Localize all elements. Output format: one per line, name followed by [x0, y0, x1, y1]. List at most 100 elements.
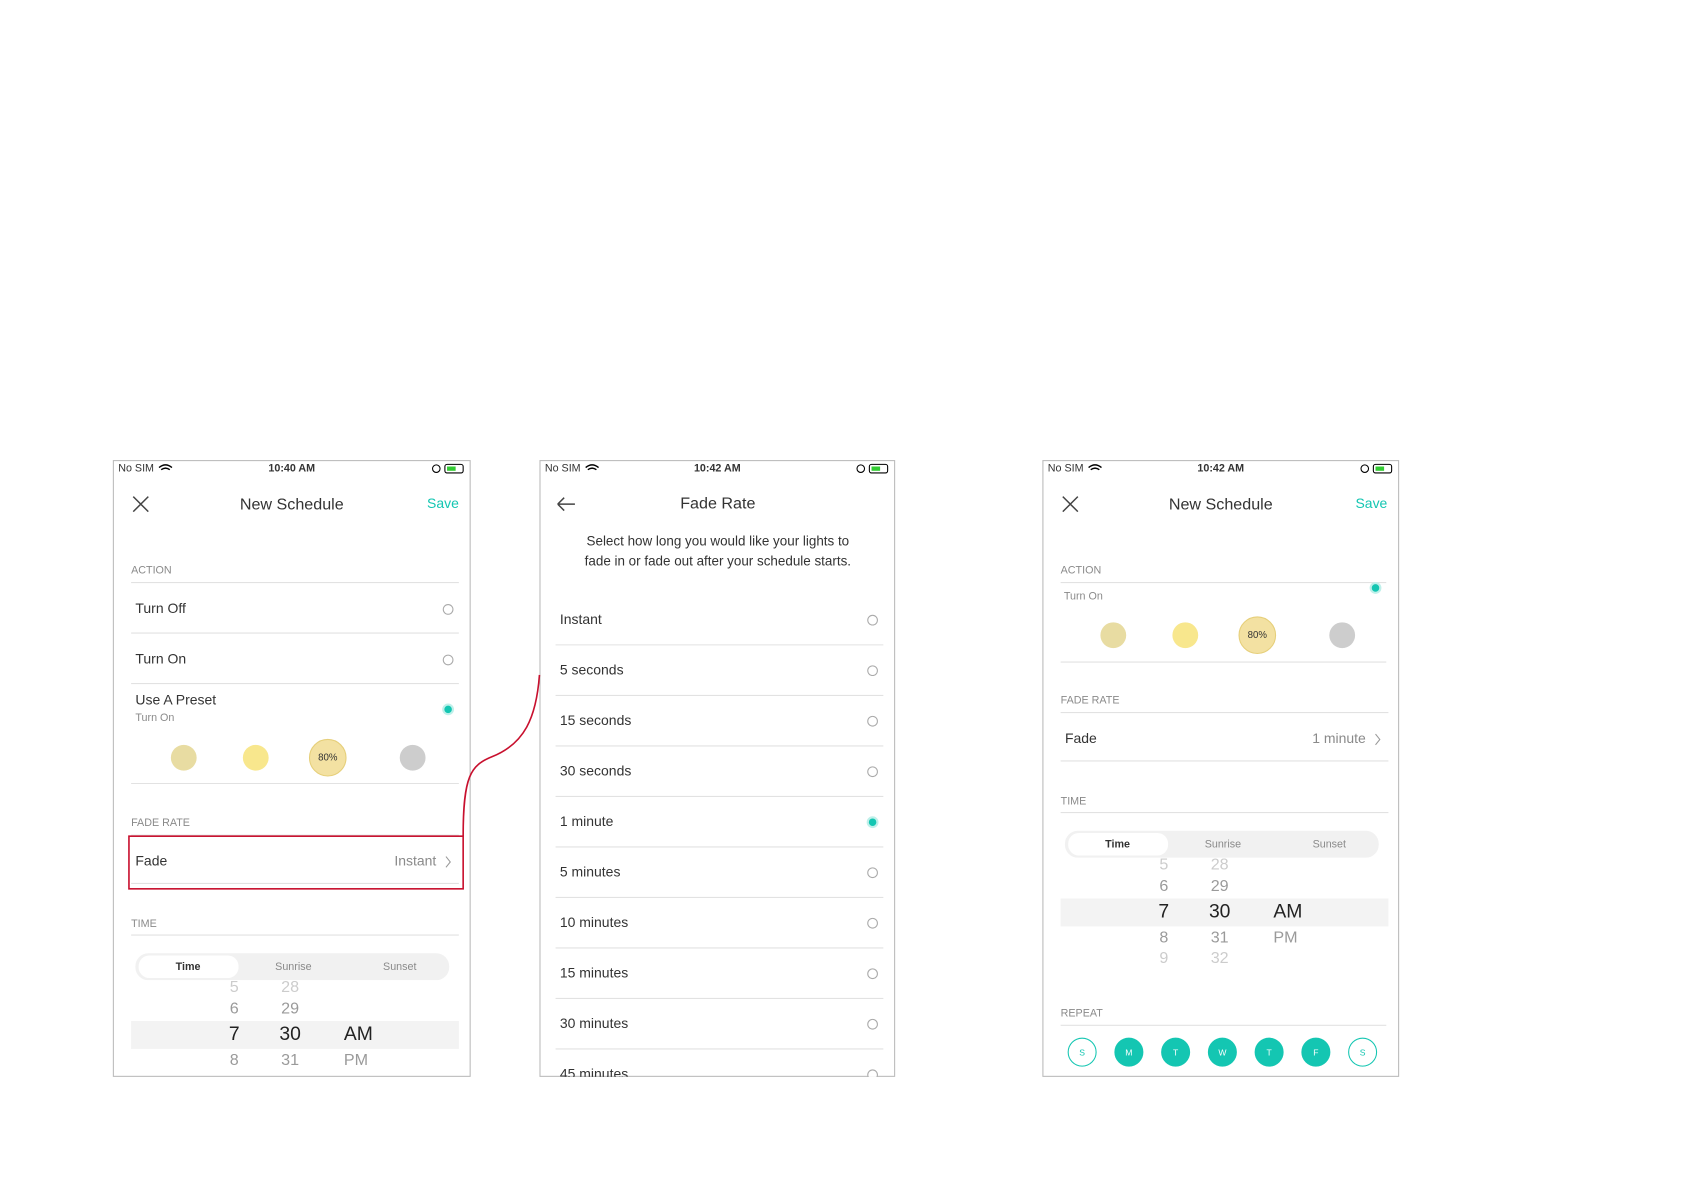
radio[interactable]: [867, 766, 878, 778]
tab[interactable]: Sunset: [383, 961, 416, 973]
radio-selected[interactable]: [866, 816, 879, 829]
picker-value: 28: [281, 978, 299, 996]
section-label: TIME: [131, 918, 157, 930]
picker-value: 6: [1159, 877, 1168, 895]
chevron: [1375, 733, 1381, 746]
option[interactable]: Turn Off: [135, 600, 186, 616]
radio[interactable]: [442, 654, 454, 666]
picker-value: 7: [1158, 901, 1169, 923]
tab[interactable]: Time: [176, 961, 201, 973]
preset[interactable]: [1238, 616, 1277, 655]
lock-icon: [431, 464, 441, 473]
picker-value: PM: [1273, 929, 1297, 947]
option[interactable]: Use A Preset: [135, 691, 216, 707]
section-label: TIME: [1061, 796, 1087, 808]
picker-value: 6: [230, 999, 239, 1017]
radio[interactable]: [867, 1018, 878, 1030]
tab[interactable]: Sunrise: [275, 961, 311, 973]
clock: 10:40 AM: [268, 463, 315, 475]
radio[interactable]: [867, 715, 878, 727]
option[interactable]: 10 minutes: [560, 914, 628, 930]
battery-level: [871, 466, 881, 471]
day-toggle[interactable]: [1067, 1037, 1097, 1067]
picker-value: 8: [1159, 929, 1168, 947]
tab-active: [138, 955, 239, 979]
section-label: ACTION: [131, 565, 172, 577]
label[interactable]: Fade: [135, 853, 167, 869]
picker-value: 32: [1211, 949, 1229, 967]
preset[interactable]: [1100, 622, 1127, 649]
section-label: FADE RATE: [1061, 695, 1120, 707]
picker-value: 5: [1159, 855, 1168, 873]
option[interactable]: 5 minutes: [560, 863, 621, 879]
battery-level: [447, 466, 456, 471]
option[interactable]: 5 seconds: [560, 661, 624, 677]
picker-value: 28: [1211, 855, 1229, 873]
day-label: M: [1125, 1048, 1132, 1058]
close-button[interactable]: [1062, 496, 1079, 513]
label[interactable]: 1 minute: [1312, 730, 1366, 746]
radio[interactable]: [867, 867, 878, 879]
carrier: No SIM: [118, 463, 154, 475]
option[interactable]: 15 minutes: [560, 964, 628, 980]
clock: 10:42 AM: [694, 463, 741, 475]
radio-selected[interactable]: [1369, 582, 1382, 594]
radio[interactable]: [867, 917, 878, 929]
picker-value: AM: [1273, 901, 1302, 923]
preset[interactable]: [242, 744, 269, 771]
preset[interactable]: [170, 744, 197, 771]
day-toggle[interactable]: [1348, 1037, 1378, 1067]
screen: No SIM 10:40 AM New Schedule Save ACTION Turn…: [118, 463, 464, 1069]
title: Fade Rate: [680, 494, 755, 512]
picker-value: 31: [1211, 929, 1229, 947]
preset[interactable]: [308, 738, 347, 777]
option-sub: Turn On: [135, 712, 174, 724]
label[interactable]: Fade: [1065, 730, 1097, 746]
option[interactable]: Instant: [560, 611, 602, 627]
picker-value: AM: [344, 1023, 373, 1045]
day-toggle[interactable]: [1114, 1037, 1144, 1067]
save-button[interactable]: Save: [1355, 495, 1387, 511]
radio[interactable]: [442, 604, 454, 615]
picker-highlight: [131, 1021, 459, 1049]
day-toggle[interactable]: [1254, 1037, 1284, 1067]
clock: 10:42 AM: [1197, 463, 1244, 475]
day-label: T: [1173, 1048, 1179, 1058]
preset[interactable]: [1329, 622, 1356, 649]
close-button[interactable]: [132, 496, 149, 513]
radio[interactable]: [867, 1069, 878, 1080]
save-button[interactable]: Save: [427, 495, 459, 511]
day-toggle[interactable]: [1161, 1037, 1191, 1067]
picker-value: 5: [230, 978, 239, 996]
day-label: W: [1218, 1048, 1227, 1058]
day-toggle[interactable]: [1207, 1037, 1237, 1067]
option[interactable]: 45 minutes: [560, 1065, 628, 1081]
option[interactable]: Turn On: [135, 651, 186, 667]
picker-value: PM: [344, 1051, 368, 1069]
tab[interactable]: Sunrise: [1205, 839, 1241, 851]
label[interactable]: Instant: [394, 853, 436, 869]
preset-label: 80%: [1248, 630, 1268, 641]
tab[interactable]: Time: [1105, 839, 1130, 851]
lock-icon: [856, 464, 866, 473]
back-button[interactable]: [557, 497, 575, 512]
battery-icon: [1372, 463, 1393, 474]
radio[interactable]: [867, 665, 878, 677]
option[interactable]: 30 minutes: [560, 1015, 628, 1031]
radio[interactable]: [867, 968, 878, 980]
tab[interactable]: Sunset: [1313, 839, 1346, 851]
option[interactable]: 30 seconds: [560, 762, 631, 778]
carrier: No SIM: [1048, 463, 1084, 475]
preset[interactable]: [1172, 622, 1199, 649]
wifi-icon: [585, 464, 600, 471]
option[interactable]: 15 seconds: [560, 712, 631, 728]
section-label: FADE RATE: [131, 817, 190, 829]
day-toggle[interactable]: [1301, 1037, 1331, 1067]
radio-selected[interactable]: [442, 703, 455, 716]
radio[interactable]: [867, 614, 878, 626]
picker-value: 30: [279, 1023, 301, 1045]
preset[interactable]: [399, 744, 426, 771]
option[interactable]: 1 minute: [560, 813, 614, 829]
picker-value: 7: [229, 1023, 240, 1045]
